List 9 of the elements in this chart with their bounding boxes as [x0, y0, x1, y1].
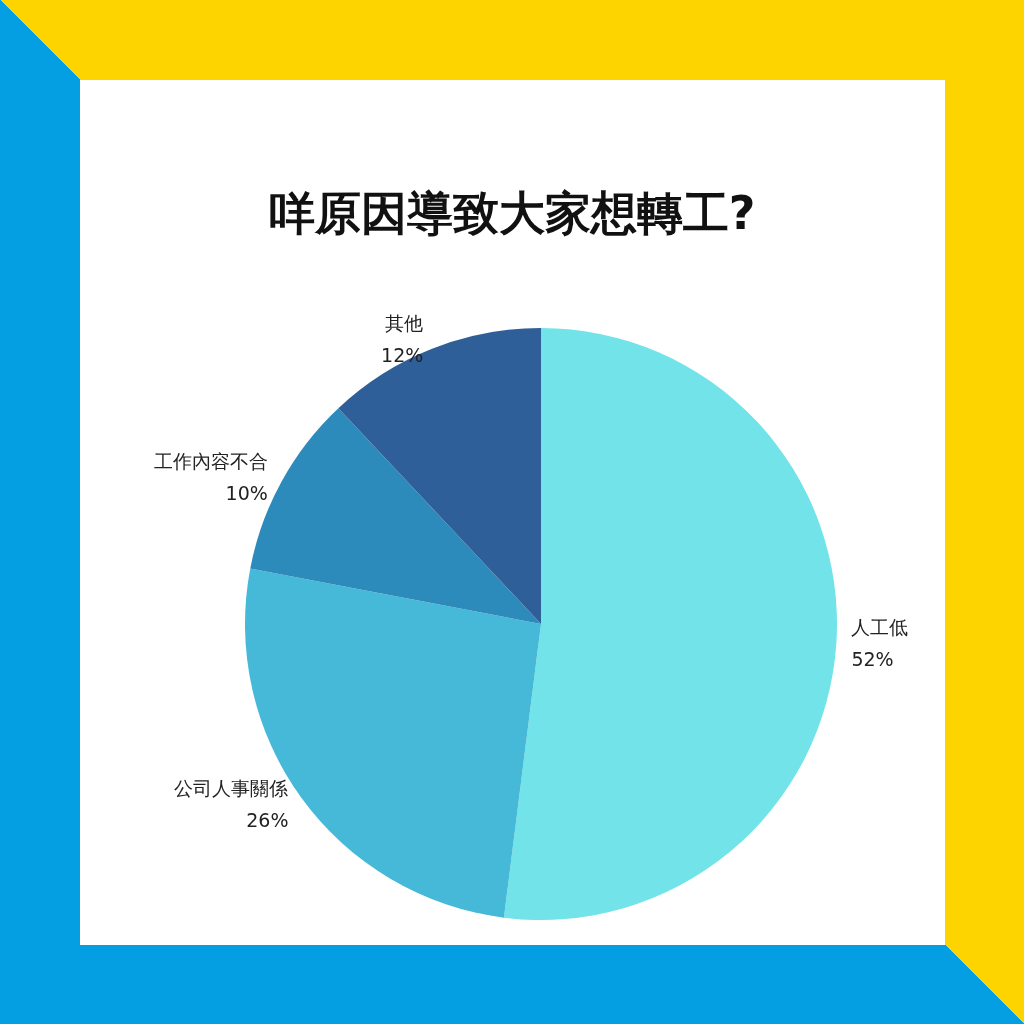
slice-label: 其他: [385, 312, 424, 335]
data-label: 10%: [225, 481, 268, 504]
data-label: 12%: [381, 344, 424, 367]
data-label: 52%: [851, 648, 894, 671]
slice-label: 人工低: [851, 616, 909, 639]
data-label: 26%: [246, 808, 289, 831]
chart-title: 咩原因導致大家想轉工?: [268, 186, 756, 240]
slice-label: 公司人事關係: [174, 776, 289, 799]
slice-label: 工作內容不合: [153, 449, 268, 472]
